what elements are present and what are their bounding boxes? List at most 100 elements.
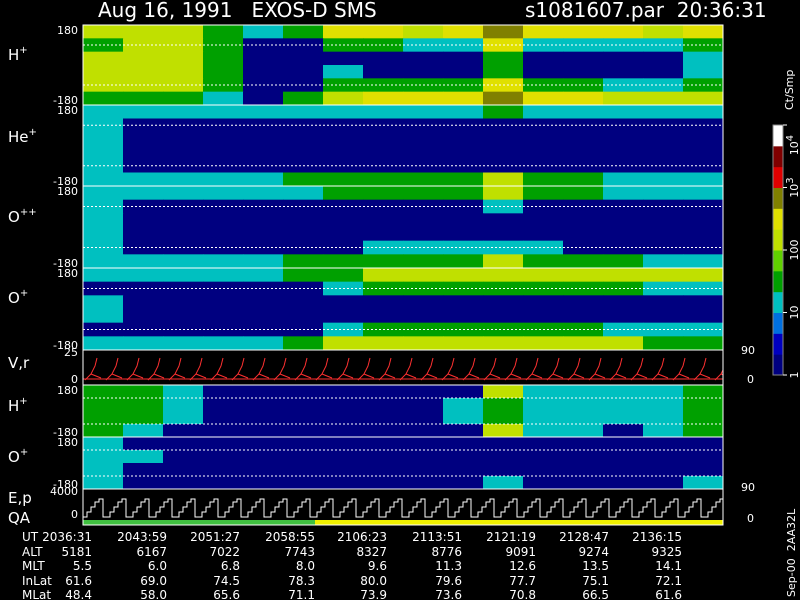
heat-cell: [403, 227, 444, 242]
heat-cell: [483, 424, 524, 438]
heat-cell: [163, 309, 204, 324]
heat-cell: [163, 25, 204, 39]
heat-cell: [443, 227, 484, 242]
heat-cell: [443, 132, 484, 146]
heat-cell: [163, 411, 204, 425]
heat-cell: [443, 172, 484, 187]
heat-cell: [363, 65, 404, 79]
heat-cell: [683, 385, 724, 399]
heat-cell: [123, 398, 164, 412]
heat-cell: [403, 268, 444, 283]
heat-cell: [123, 213, 164, 228]
heat-cell: [243, 411, 284, 425]
heat-cell: [123, 437, 164, 451]
ion: He: [8, 128, 29, 146]
heat-cell: [83, 145, 124, 160]
heat-cell: [523, 450, 564, 464]
heat-cell: [283, 309, 324, 324]
heat-cell: [603, 450, 644, 464]
heat-cell: [483, 25, 524, 39]
charge: +: [20, 288, 28, 299]
heat-cell: [363, 476, 404, 490]
heat-cell: [643, 213, 684, 228]
heat-cell: [643, 463, 684, 477]
heat-cell: [563, 463, 604, 477]
heat-cell: [123, 105, 164, 119]
heat-cell: [323, 336, 364, 351]
heat-cell: [523, 227, 564, 242]
heat-cell: [83, 450, 124, 464]
heat-cell: [243, 424, 284, 438]
heat-cell: [203, 105, 244, 119]
table-cell: 48.4: [65, 588, 92, 600]
heat-cell: [243, 398, 284, 412]
heat-cell: [643, 105, 684, 119]
heat-cell: [83, 213, 124, 228]
heat-cell: [483, 105, 524, 119]
heat-cell: [443, 213, 484, 228]
qa-bar-fair: [315, 520, 723, 525]
y-tick-label: 25: [64, 346, 78, 359]
heat-cell: [443, 463, 484, 477]
heat-cell: [83, 385, 124, 399]
heat-cell: [123, 91, 164, 106]
heat-cell: [603, 145, 644, 160]
heat-cell: [643, 254, 684, 269]
heat-cell: [363, 398, 404, 412]
table-cell: 8327: [356, 545, 387, 559]
heat-cell: [283, 132, 324, 146]
heat-cell: [283, 268, 324, 283]
colorbar-swatch: [773, 229, 783, 251]
heat-cell: [123, 411, 164, 425]
heat-cell: [683, 268, 724, 283]
heat-cell: [243, 105, 284, 119]
heat-cell: [123, 336, 164, 351]
right-tick-label: 90: [741, 481, 755, 494]
heat-cell: [483, 476, 524, 490]
heat-cell: [203, 213, 244, 228]
heat-cell: [643, 186, 684, 201]
heat-cell: [323, 398, 364, 412]
heat-cell: [283, 411, 324, 425]
colorbar-title: Ct/Smp: [783, 70, 796, 110]
heat-cell: [363, 213, 404, 228]
heat-cell: [163, 424, 204, 438]
heat-cell: [603, 476, 644, 490]
heat-cell: [443, 411, 484, 425]
heat-cell: [83, 254, 124, 269]
heat-cell: [603, 463, 644, 477]
panel-frame: [82, 349, 724, 386]
heat-cell: [203, 65, 244, 79]
heat-cell: [123, 145, 164, 160]
table-cell: 9091: [505, 545, 536, 559]
heat-cell: [163, 450, 204, 464]
heat-cell: [243, 25, 284, 39]
heat-cell: [563, 268, 604, 283]
heat-cell: [443, 476, 484, 490]
y-tick-label: 180: [57, 436, 78, 449]
table-row-label: MLT: [22, 559, 45, 573]
heat-cell: [443, 309, 484, 324]
table-cell: 71.1: [288, 588, 315, 600]
heat-cell: [523, 336, 564, 351]
heat-cell: [83, 65, 124, 79]
heat-cell: [243, 91, 284, 106]
heat-cell: [443, 268, 484, 283]
heat-cell: [283, 186, 324, 201]
heat-cell: [83, 186, 124, 201]
heat-cell: [483, 91, 524, 106]
table-cell: 6.0: [148, 559, 167, 573]
heat-cell: [363, 105, 404, 119]
heat-cell: [363, 172, 404, 187]
heat-cell: [403, 398, 444, 412]
heat-cell: [403, 295, 444, 310]
colorbar-swatch: [773, 291, 783, 313]
heat-cell: [563, 105, 604, 119]
heat-cell: [203, 172, 244, 187]
heat-cell: [83, 309, 124, 324]
heat-cell: [363, 450, 404, 464]
table-cell: 8776: [431, 545, 462, 559]
heat-cell: [83, 336, 124, 351]
heat-cell: [643, 398, 684, 412]
